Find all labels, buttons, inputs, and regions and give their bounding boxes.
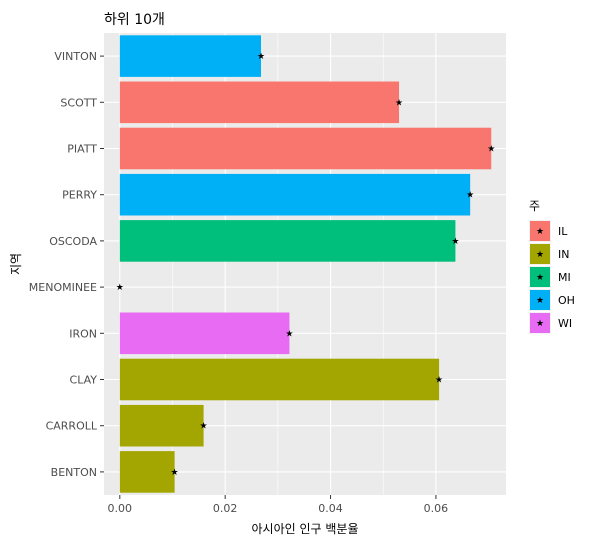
- legend-swatch: [530, 290, 550, 310]
- bar: [119, 35, 262, 77]
- legend-swatch: [530, 313, 550, 333]
- value-marker: ★: [466, 191, 474, 201]
- legend: 주 ★ IL ★ IN ★ MI ★ OH ★ WI: [529, 199, 575, 334]
- legend-marker: ★: [536, 227, 544, 237]
- legend-swatch: [530, 221, 550, 241]
- value-marker: ★: [200, 422, 208, 432]
- bar: [119, 404, 204, 447]
- value-marker: ★: [171, 468, 179, 478]
- bar: [119, 312, 290, 355]
- legend-marker: ★: [536, 319, 544, 329]
- value-marker: ★: [285, 329, 293, 339]
- value-markers: ★ ★ ★ ★ ★ ★ ★ ★ ★ ★: [116, 52, 496, 478]
- value-marker: ★: [395, 98, 403, 108]
- bar: [119, 220, 456, 262]
- legend-swatch: [530, 244, 550, 264]
- bar: [119, 127, 492, 170]
- x-axis-title: 아시아인 인구 백분율: [252, 522, 359, 536]
- y-tick-label: MENOMINEE: [29, 281, 97, 294]
- x-tick-label: 0.02: [213, 502, 238, 515]
- x-tick-label: 0.06: [424, 502, 449, 515]
- legend-marker: ★: [536, 250, 544, 260]
- legend-marker: ★: [536, 273, 544, 283]
- y-tick-label: OSCODA: [49, 235, 97, 248]
- value-marker: ★: [257, 52, 265, 62]
- legend-label: IL: [558, 225, 568, 238]
- legend-label: IN: [558, 248, 569, 261]
- y-axis-title: 지역: [9, 253, 23, 275]
- x-tick-label: 0.00: [108, 502, 133, 515]
- legend-label: MI: [558, 271, 571, 284]
- legend-marker: ★: [536, 296, 544, 306]
- value-marker: ★: [451, 237, 459, 247]
- x-axis: 0.00 0.02 0.04 0.06: [108, 495, 449, 515]
- chart-title: 하위 10개: [104, 12, 165, 28]
- legend-label: OH: [558, 294, 575, 307]
- legend-title: 주: [529, 199, 540, 213]
- y-tick-label: PIATT: [67, 143, 97, 156]
- bars: [119, 35, 492, 493]
- y-tick-label: PERRY: [62, 189, 97, 202]
- value-marker: ★: [116, 283, 124, 293]
- y-tick-label: IRON: [69, 327, 97, 340]
- bar: [119, 358, 440, 401]
- legend-label: WI: [558, 317, 572, 330]
- x-tick-label: 0.04: [318, 502, 343, 515]
- y-tick-label: BENTON: [51, 466, 97, 479]
- y-tick-label: VINTON: [54, 50, 97, 63]
- y-tick-label: SCOTT: [60, 96, 97, 109]
- bar: [119, 451, 175, 493]
- value-marker: ★: [435, 376, 443, 386]
- bar: [119, 81, 400, 124]
- y-tick-label: CARROLL: [46, 420, 98, 433]
- value-marker: ★: [487, 145, 495, 155]
- legend-swatch: [530, 267, 550, 287]
- y-tick-label: CLAY: [70, 374, 98, 387]
- bar: [119, 173, 471, 216]
- y-axis: VINTON SCOTT PIATT PERRY OSCODA MENOMINEE IRON…: [29, 50, 104, 479]
